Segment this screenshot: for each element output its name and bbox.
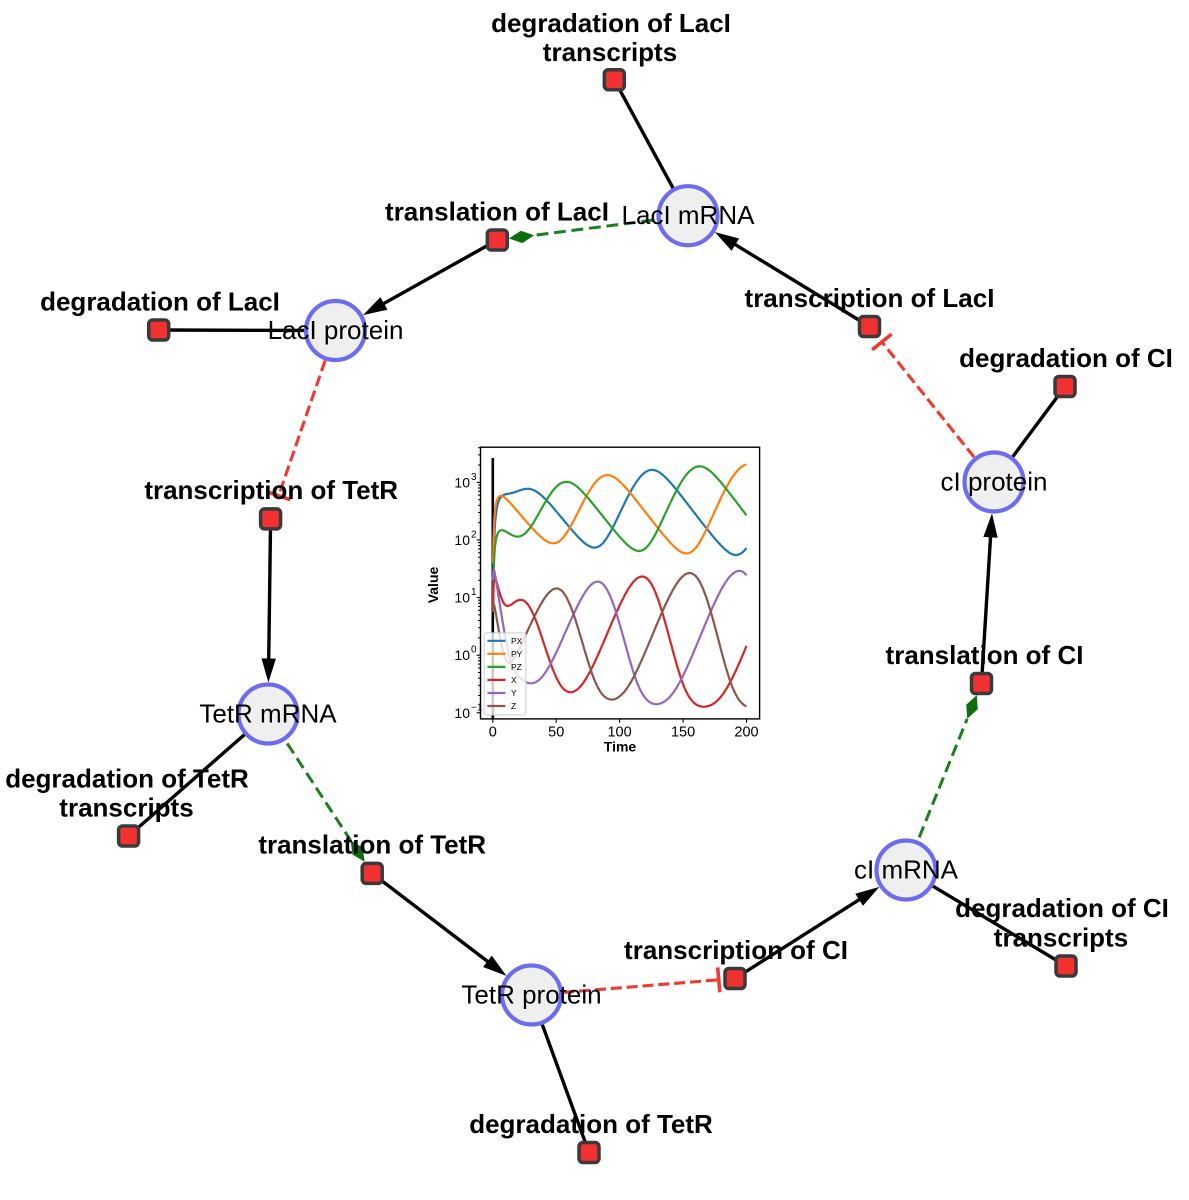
svg-text:10: 10 bbox=[454, 705, 470, 721]
svg-text:degradation of LacI: degradation of LacI bbox=[491, 8, 731, 38]
svg-text:translation of CI: translation of CI bbox=[886, 640, 1084, 670]
svg-text:100: 100 bbox=[607, 725, 631, 741]
svg-text:transcription of LacI: transcription of LacI bbox=[745, 283, 995, 313]
svg-text:10: 10 bbox=[454, 474, 470, 490]
svg-text:Time: Time bbox=[604, 739, 637, 755]
svg-text:transcripts: transcripts bbox=[543, 37, 677, 67]
svg-text:0: 0 bbox=[489, 725, 497, 741]
svg-text:X: X bbox=[511, 675, 517, 685]
svg-text:10: 10 bbox=[454, 590, 470, 606]
svg-text:2: 2 bbox=[471, 530, 477, 541]
svg-text:3: 3 bbox=[471, 472, 477, 483]
svg-text:degradation of TetR: degradation of TetR bbox=[469, 1109, 713, 1139]
svg-text:degradation of CI: degradation of CI bbox=[955, 893, 1169, 923]
svg-text:Y: Y bbox=[511, 688, 517, 698]
svg-text:degradation of LacI: degradation of LacI bbox=[40, 286, 280, 316]
svg-text:TetR mRNA: TetR mRNA bbox=[199, 699, 337, 729]
svg-text:Z: Z bbox=[511, 701, 516, 711]
svg-text:10: 10 bbox=[454, 647, 470, 663]
svg-text:transcription of CI: transcription of CI bbox=[624, 935, 848, 965]
svg-text:cI protein: cI protein bbox=[941, 467, 1048, 497]
svg-text:50: 50 bbox=[548, 725, 564, 741]
svg-text:cI mRNA: cI mRNA bbox=[854, 855, 959, 885]
svg-text:PY: PY bbox=[511, 649, 523, 659]
svg-text:10: 10 bbox=[454, 532, 470, 548]
svg-text:translation of LacI: translation of LacI bbox=[385, 196, 609, 226]
svg-text:150: 150 bbox=[671, 725, 695, 741]
svg-text:200: 200 bbox=[734, 725, 758, 741]
svg-text:1: 1 bbox=[471, 587, 477, 598]
svg-text:TetR protein: TetR protein bbox=[461, 980, 601, 1010]
svg-text:PX: PX bbox=[511, 636, 523, 646]
svg-text:0: 0 bbox=[471, 645, 477, 656]
svg-text:−1: −1 bbox=[471, 702, 483, 713]
svg-text:transcripts: transcripts bbox=[994, 922, 1128, 952]
svg-text:translation of TetR: translation of TetR bbox=[258, 830, 486, 860]
svg-text:degradation of TetR: degradation of TetR bbox=[5, 764, 249, 794]
svg-text:Value: Value bbox=[425, 567, 441, 604]
svg-text:transcripts: transcripts bbox=[59, 793, 193, 823]
svg-text:PZ: PZ bbox=[511, 662, 522, 672]
svg-text:degradation of CI: degradation of CI bbox=[959, 343, 1173, 373]
svg-text:transcription of TetR: transcription of TetR bbox=[144, 475, 398, 505]
svg-text:LacI mRNA: LacI mRNA bbox=[622, 200, 756, 230]
svg-text:LacI protein: LacI protein bbox=[268, 315, 404, 345]
